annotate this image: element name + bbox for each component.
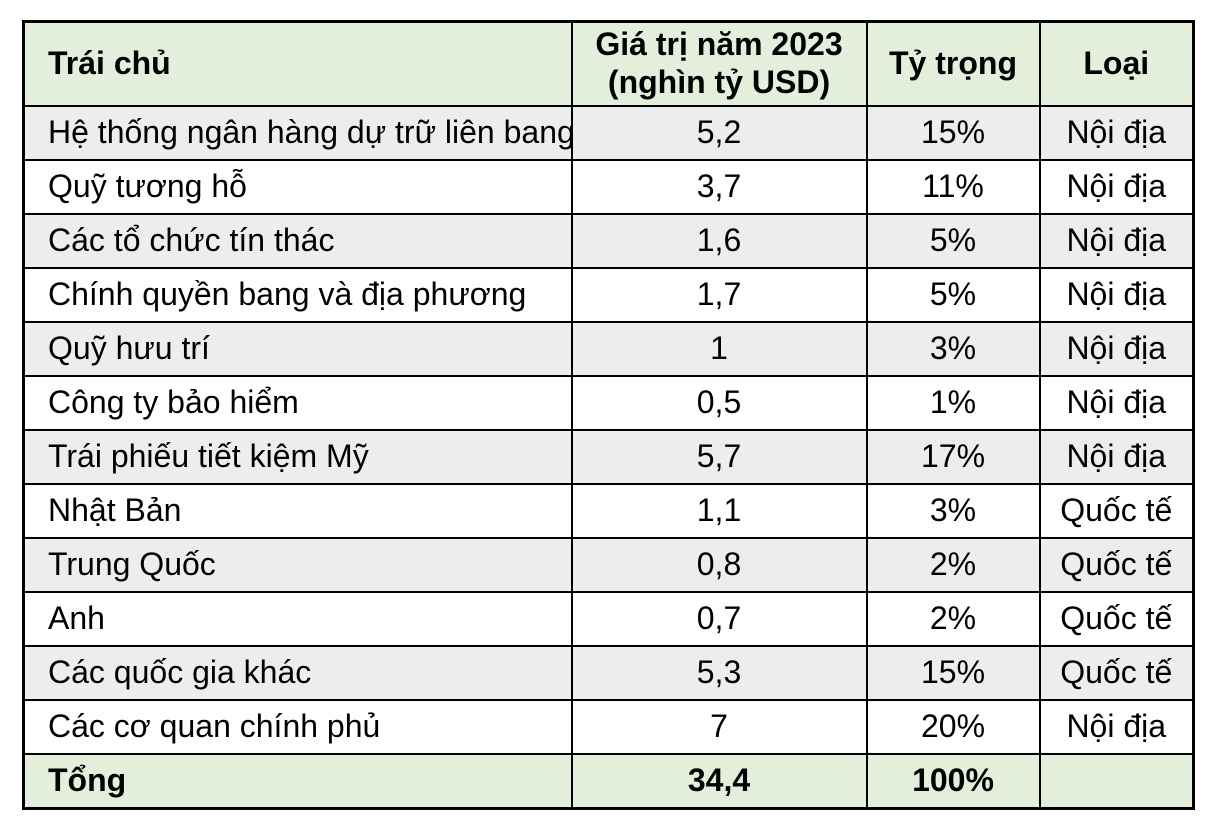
row-value-cell: 1,1: [570, 482, 868, 539]
header-value-line2: (nghìn tỷ USD): [607, 63, 831, 100]
row-bondholder-cell: Nhật Bản: [22, 482, 573, 539]
row-type-cell: Nội địa: [1038, 320, 1195, 377]
bondholders-table: Trái chủ Giá trị năm 2023 (nghìn tỷ USD) …: [22, 20, 1195, 810]
row-type-cell: Quốc tế: [1038, 590, 1195, 647]
row-share-cell: 11%: [865, 158, 1041, 215]
row-bondholder-cell: Anh: [22, 590, 573, 647]
row-bondholder-cell: Hệ thống ngân hàng dự trữ liên bang: [22, 104, 573, 161]
total-share-cell: 100%: [865, 752, 1041, 810]
row-share-cell: 2%: [865, 536, 1041, 593]
row-type-cell: Nội địa: [1038, 212, 1195, 269]
row-value-cell: 5,7: [570, 428, 868, 485]
row-value-cell: 5,2: [570, 104, 868, 161]
row-type-cell: Nội địa: [1038, 266, 1195, 323]
table-footer: Tổng 34,4 100%: [22, 752, 1195, 810]
row-bondholder-cell: Công ty bảo hiểm: [22, 374, 573, 431]
table-body: Hệ thống ngân hàng dự trữ liên bang 5,2 …: [22, 104, 1195, 755]
row-share-cell: 15%: [865, 104, 1041, 161]
table-row: Chính quyền bang và địa phương 1,7 5% Nộ…: [22, 266, 1195, 323]
table-row: Nhật Bản 1,1 3% Quốc tế: [22, 482, 1195, 539]
row-value-cell: 0,7: [570, 590, 868, 647]
row-bondholder-cell: Các cơ quan chính phủ: [22, 698, 573, 755]
row-type-cell: Quốc tế: [1038, 644, 1195, 701]
row-type-cell: Nội địa: [1038, 698, 1195, 755]
row-type-cell: Quốc tế: [1038, 536, 1195, 593]
table-row: Các tổ chức tín thác 1,6 5% Nội địa: [22, 212, 1195, 269]
table-row: Trung Quốc 0,8 2% Quốc tế: [22, 536, 1195, 593]
row-type-cell: Nội địa: [1038, 158, 1195, 215]
header-cell-bondholder: Trái chủ: [22, 20, 573, 107]
header-cell-value-2023: Giá trị năm 2023 (nghìn tỷ USD): [570, 20, 868, 107]
row-value-cell: 1,7: [570, 266, 868, 323]
row-share-cell: 5%: [865, 266, 1041, 323]
row-value-cell: 7: [570, 698, 868, 755]
row-share-cell: 3%: [865, 482, 1041, 539]
row-value-cell: 5,3: [570, 644, 868, 701]
row-type-cell: Nội địa: [1038, 374, 1195, 431]
row-share-cell: 3%: [865, 320, 1041, 377]
row-share-cell: 2%: [865, 590, 1041, 647]
table-row: Anh 0,7 2% Quốc tế: [22, 590, 1195, 647]
header-cell-type: Loại: [1038, 20, 1195, 107]
table-row: Các quốc gia khác 5,3 15% Quốc tế: [22, 644, 1195, 701]
row-bondholder-cell: Quỹ hưu trí: [22, 320, 573, 377]
row-share-cell: 15%: [865, 644, 1041, 701]
table-row: Quỹ tương hỗ 3,7 11% Nội địa: [22, 158, 1195, 215]
table-header: Trái chủ Giá trị năm 2023 (nghìn tỷ USD) …: [22, 20, 1195, 107]
row-value-cell: 1: [570, 320, 868, 377]
row-share-cell: 5%: [865, 212, 1041, 269]
row-value-cell: 1,6: [570, 212, 868, 269]
row-type-cell: Nội địa: [1038, 428, 1195, 485]
table-row: Trái phiếu tiết kiệm Mỹ 5,7 17% Nội địa: [22, 428, 1195, 485]
row-share-cell: 17%: [865, 428, 1041, 485]
row-value-cell: 0,8: [570, 536, 868, 593]
row-share-cell: 1%: [865, 374, 1041, 431]
row-bondholder-cell: Chính quyền bang và địa phương: [22, 266, 573, 323]
row-bondholder-cell: Trái phiếu tiết kiệm Mỹ: [22, 428, 573, 485]
row-bondholder-cell: Các quốc gia khác: [22, 644, 573, 701]
total-row: Tổng 34,4 100%: [22, 752, 1195, 810]
header-cell-share: Tỷ trọng: [865, 20, 1041, 107]
row-bondholder-cell: Các tổ chức tín thác: [22, 212, 573, 269]
row-value-cell: 0,5: [570, 374, 868, 431]
table-row: Hệ thống ngân hàng dự trữ liên bang 5,2 …: [22, 104, 1195, 161]
header-value-line1: Giá trị năm 2023: [595, 26, 843, 62]
table-row: Quỹ hưu trí 1 3% Nội địa: [22, 320, 1195, 377]
row-share-cell: 20%: [865, 698, 1041, 755]
table-row: Công ty bảo hiểm 0,5 1% Nội địa: [22, 374, 1195, 431]
row-bondholder-cell: Quỹ tương hỗ: [22, 158, 573, 215]
row-bondholder-cell: Trung Quốc: [22, 536, 573, 593]
header-row: Trái chủ Giá trị năm 2023 (nghìn tỷ USD) …: [22, 20, 1195, 107]
row-value-cell: 3,7: [570, 158, 868, 215]
total-type-cell: [1038, 752, 1195, 810]
total-value-cell: 34,4: [570, 752, 868, 810]
total-label-cell: Tổng: [22, 752, 573, 810]
table-row: Các cơ quan chính phủ 7 20% Nội địa: [22, 698, 1195, 755]
row-type-cell: Quốc tế: [1038, 482, 1195, 539]
row-type-cell: Nội địa: [1038, 104, 1195, 161]
